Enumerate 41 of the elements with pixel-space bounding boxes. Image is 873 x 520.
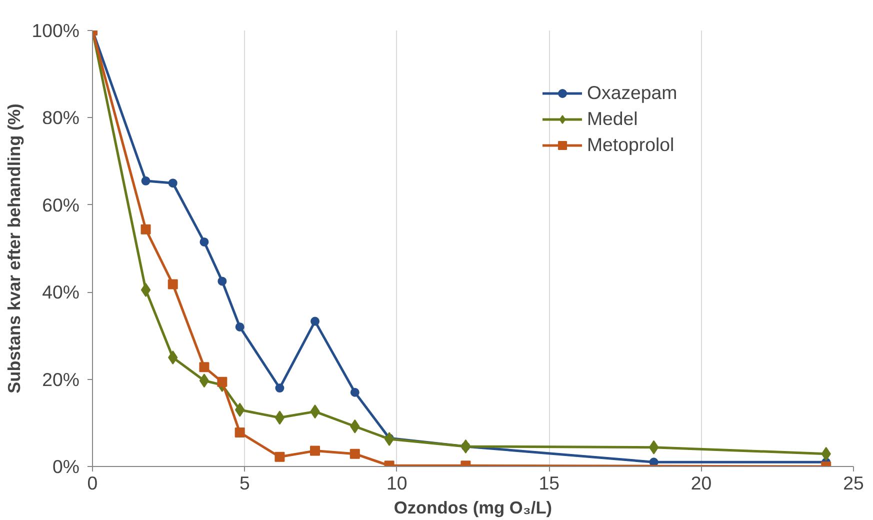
point bbox=[199, 362, 210, 372]
point bbox=[274, 410, 285, 425]
point bbox=[350, 448, 360, 459]
point bbox=[275, 384, 284, 393]
y-tick-label: 60% bbox=[42, 194, 80, 216]
y-axis-title: Substans kvar efter behandling (%) bbox=[4, 104, 24, 394]
point bbox=[310, 316, 320, 326]
y-tick-label: 80% bbox=[42, 107, 80, 128]
point bbox=[141, 176, 150, 186]
legend-label: Metoprolol bbox=[587, 134, 674, 156]
y-tick-label: 20% bbox=[42, 368, 80, 390]
point bbox=[168, 350, 178, 364]
x-axis-title: Ozondos (mg O₃/L) bbox=[394, 498, 552, 518]
y-tick-label: 0% bbox=[52, 456, 80, 477]
point bbox=[235, 322, 244, 332]
y-tick-label: 100% bbox=[32, 20, 80, 41]
point bbox=[384, 432, 394, 446]
point bbox=[168, 178, 178, 188]
point bbox=[234, 427, 245, 438]
x-tick-label: 0 bbox=[87, 472, 98, 494]
x-tick-label: 15 bbox=[538, 472, 560, 494]
point bbox=[140, 224, 151, 234]
point bbox=[140, 282, 151, 297]
legend-label: Oxazepam bbox=[587, 82, 678, 104]
point bbox=[310, 446, 320, 456]
x-tick-label: 20 bbox=[690, 472, 712, 494]
x-tick-label: 10 bbox=[386, 472, 408, 494]
point bbox=[350, 388, 360, 397]
point bbox=[648, 440, 659, 454]
point bbox=[460, 439, 471, 454]
y-tick-label: 40% bbox=[42, 282, 80, 303]
legend-label: Medel bbox=[587, 108, 638, 130]
point bbox=[274, 452, 285, 462]
point bbox=[234, 402, 245, 417]
point bbox=[199, 374, 210, 388]
x-tick-label: 5 bbox=[240, 472, 250, 494]
point bbox=[217, 376, 228, 387]
point bbox=[168, 279, 178, 290]
point bbox=[218, 276, 227, 286]
x-tick-label: 25 bbox=[843, 472, 864, 494]
point bbox=[200, 237, 209, 246]
